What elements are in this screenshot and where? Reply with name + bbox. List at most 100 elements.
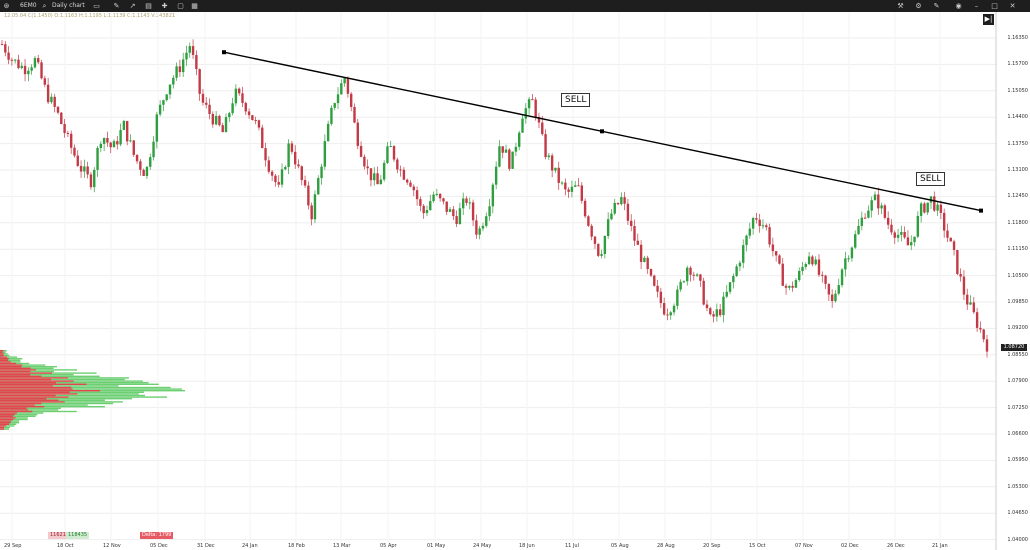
candle-body [850, 247, 854, 259]
candle-body [702, 280, 705, 305]
date-tick-label: 07 Nov [795, 543, 813, 549]
crosshair-icon[interactable]: ✚ [161, 2, 168, 10]
candle-body [307, 185, 310, 206]
indicator-icon[interactable]: ↗ [129, 2, 136, 10]
price-chart[interactable] [0, 12, 1030, 550]
candle-body [956, 250, 959, 274]
candle-body [481, 225, 485, 229]
candle-body [646, 257, 649, 270]
profile-bar-red [0, 425, 6, 427]
candle-body [317, 178, 320, 195]
date-tick-label: 21 Jan [932, 543, 948, 549]
candle-body [382, 162, 386, 180]
candle-body [112, 141, 116, 148]
price-tick-label: 1.07900 [1007, 378, 1028, 385]
date-tick-label: 18 Jun [519, 543, 535, 549]
sell-annotation[interactable]: SELL [561, 93, 591, 107]
candle-body [610, 213, 613, 220]
trendline-anchor-mid[interactable] [600, 129, 604, 134]
timeframe-dropdown[interactable]: Daily chart [52, 2, 85, 9]
settings-icon[interactable]: ⚙ [915, 2, 922, 10]
candle-body [106, 137, 109, 143]
draw-icon[interactable]: ✎ [113, 2, 120, 10]
candle-body [560, 182, 564, 184]
candle-body [287, 143, 290, 168]
candle-body [676, 289, 679, 306]
candle-body [435, 193, 439, 195]
candle-body [580, 185, 583, 201]
candle-body [709, 308, 712, 315]
profile-bar-red [0, 386, 72, 389]
candle-body [900, 231, 903, 235]
profile-bar-green [0, 418, 28, 421]
profile-bar-green [0, 402, 114, 405]
candle-body [198, 69, 201, 94]
profile-bar-green [0, 358, 23, 360]
pen-icon[interactable]: ✎ [933, 2, 940, 10]
profile-bar-red [0, 391, 70, 393]
candle-body [247, 111, 251, 116]
date-tick-label: 28 Aug [657, 543, 675, 549]
profile-bar-red [0, 428, 5, 430]
candle-body [962, 276, 966, 295]
candle-body [10, 59, 14, 61]
search-icon[interactable]: ⌕ [42, 2, 47, 10]
layout-icon[interactable]: ⚒ [897, 2, 904, 10]
candle-body [695, 274, 699, 276]
candle-body [205, 102, 208, 105]
candle-body [975, 312, 979, 328]
maximize-icon[interactable]: □ [991, 2, 998, 10]
candle-body [73, 147, 76, 156]
candle-body [221, 125, 224, 133]
candle-body [597, 243, 600, 256]
profile-bar-red [0, 356, 8, 358]
candle-body [985, 339, 989, 352]
candle-body [89, 174, 93, 188]
candle-body [445, 201, 448, 212]
candle-body [343, 78, 346, 84]
candle-body [458, 208, 462, 225]
candle-body [745, 235, 748, 246]
candle-body [132, 140, 135, 155]
close-icon[interactable]: ✕ [1009, 2, 1016, 10]
trendline-anchor-start[interactable] [222, 50, 226, 55]
price-tick-label: 1.05950 [1007, 457, 1028, 464]
candle-body [392, 146, 396, 160]
layers-icon[interactable]: ▦ [191, 2, 198, 10]
template-icon[interactable]: ▤ [145, 2, 152, 10]
candle-body [175, 66, 178, 78]
candle-body [633, 226, 636, 241]
candle-body [135, 154, 139, 162]
candle-body [817, 259, 821, 275]
candle-body [689, 267, 692, 275]
candle-body [83, 166, 86, 172]
symbol-label[interactable]: 6EM0 [20, 2, 37, 9]
candle-body [109, 142, 112, 148]
scroll-to-end-button[interactable]: ▶| [983, 14, 994, 25]
trendline-anchor-end[interactable] [979, 208, 983, 213]
profile-bar-green [0, 382, 149, 384]
candle-body [774, 251, 778, 256]
candle-body [0, 44, 4, 46]
profile-bar-red [0, 367, 31, 369]
sell-annotation[interactable]: SELL [916, 172, 946, 186]
candle-body [583, 200, 587, 217]
profile-bar-red [0, 362, 17, 365]
candle-body [518, 132, 521, 147]
profile-bar-red [0, 359, 9, 361]
minimize-icon[interactable]: – [974, 2, 979, 10]
profile-bar-green [0, 369, 78, 371]
candle-body [761, 225, 765, 227]
candle-body [165, 94, 168, 101]
chart-type-icon[interactable]: ▭ [93, 2, 100, 10]
candle-body [570, 186, 574, 192]
candle-body [56, 106, 60, 113]
screenshot-icon[interactable]: ▢ [177, 2, 184, 10]
candle-body [755, 218, 758, 220]
candle-body [211, 113, 215, 125]
profile-bar-green [0, 412, 44, 414]
profile-bar-red [0, 417, 16, 419]
candle-body [946, 230, 949, 238]
camera-icon[interactable]: ◉ [955, 2, 962, 10]
profile-bar-red [0, 390, 101, 392]
